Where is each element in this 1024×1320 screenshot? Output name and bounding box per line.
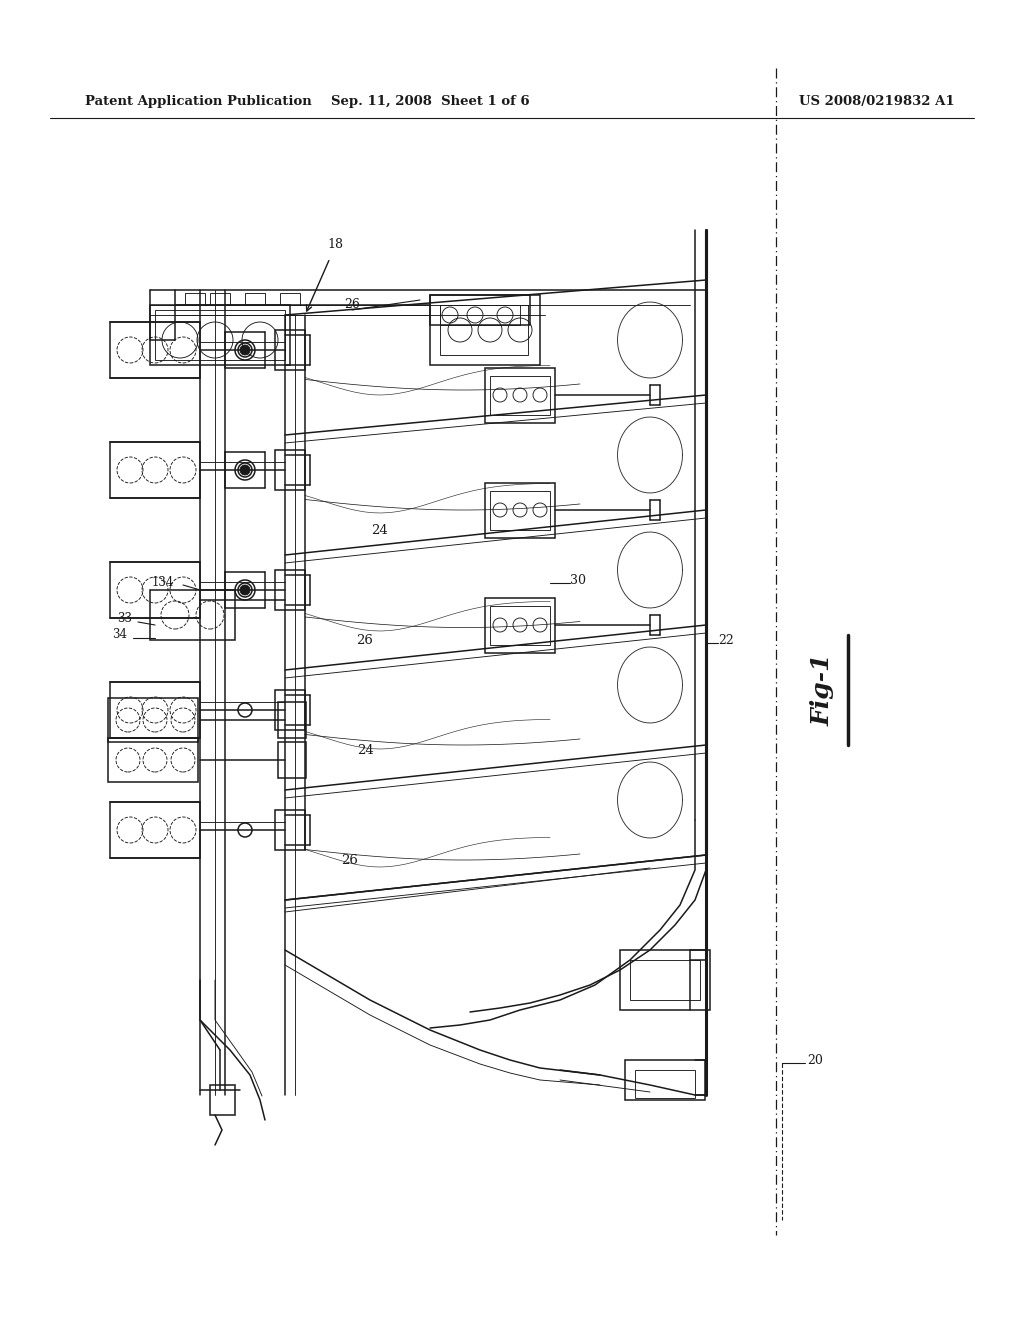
Bar (110, 803, 200, 858)
Text: 24: 24 (372, 524, 388, 536)
Bar (635, 1071, 695, 1098)
Text: 134: 134 (152, 576, 174, 589)
Bar (485, 483, 555, 539)
Circle shape (240, 585, 250, 595)
Bar (278, 702, 306, 738)
Bar (430, 294, 530, 325)
Bar (110, 322, 200, 378)
Bar (210, 293, 230, 305)
Bar (275, 450, 305, 490)
Bar (275, 570, 305, 610)
Bar (485, 598, 555, 653)
Text: Sep. 11, 2008  Sheet 1 of 6: Sep. 11, 2008 Sheet 1 of 6 (331, 95, 529, 108)
Bar (155, 310, 285, 360)
Bar (490, 376, 550, 414)
Text: 26: 26 (356, 634, 374, 647)
Bar (275, 810, 305, 850)
Bar (280, 293, 300, 305)
Text: 30: 30 (570, 573, 586, 586)
Text: Patent Application Publication: Patent Application Publication (85, 95, 311, 108)
Bar (110, 442, 200, 498)
Bar (185, 293, 205, 305)
Bar (278, 742, 306, 777)
Circle shape (240, 345, 250, 355)
Bar (490, 606, 550, 645)
Bar (490, 491, 550, 531)
Bar (108, 738, 198, 781)
Text: 18: 18 (327, 239, 343, 252)
Text: 26: 26 (342, 854, 358, 866)
Text: 24: 24 (356, 743, 374, 756)
Bar (625, 1060, 705, 1100)
Bar (440, 305, 528, 355)
Bar (150, 305, 290, 366)
Text: 26: 26 (344, 298, 360, 312)
Text: 22: 22 (718, 634, 734, 647)
Bar (110, 562, 200, 618)
Text: 33: 33 (118, 611, 132, 624)
Circle shape (240, 465, 250, 475)
Text: 34: 34 (113, 627, 128, 640)
Text: 20: 20 (807, 1053, 823, 1067)
Text: US 2008/0219832 A1: US 2008/0219832 A1 (800, 95, 955, 108)
Text: Fig-1: Fig-1 (811, 653, 835, 726)
Bar (245, 293, 265, 305)
Bar (108, 698, 198, 742)
Bar (150, 590, 234, 640)
Bar (210, 1085, 234, 1115)
Bar (110, 682, 200, 738)
Bar (440, 305, 520, 325)
Bar (485, 368, 555, 422)
Bar (620, 950, 710, 1010)
Bar (275, 690, 305, 730)
Bar (275, 330, 305, 370)
Bar (630, 960, 700, 1001)
Bar (430, 294, 540, 366)
